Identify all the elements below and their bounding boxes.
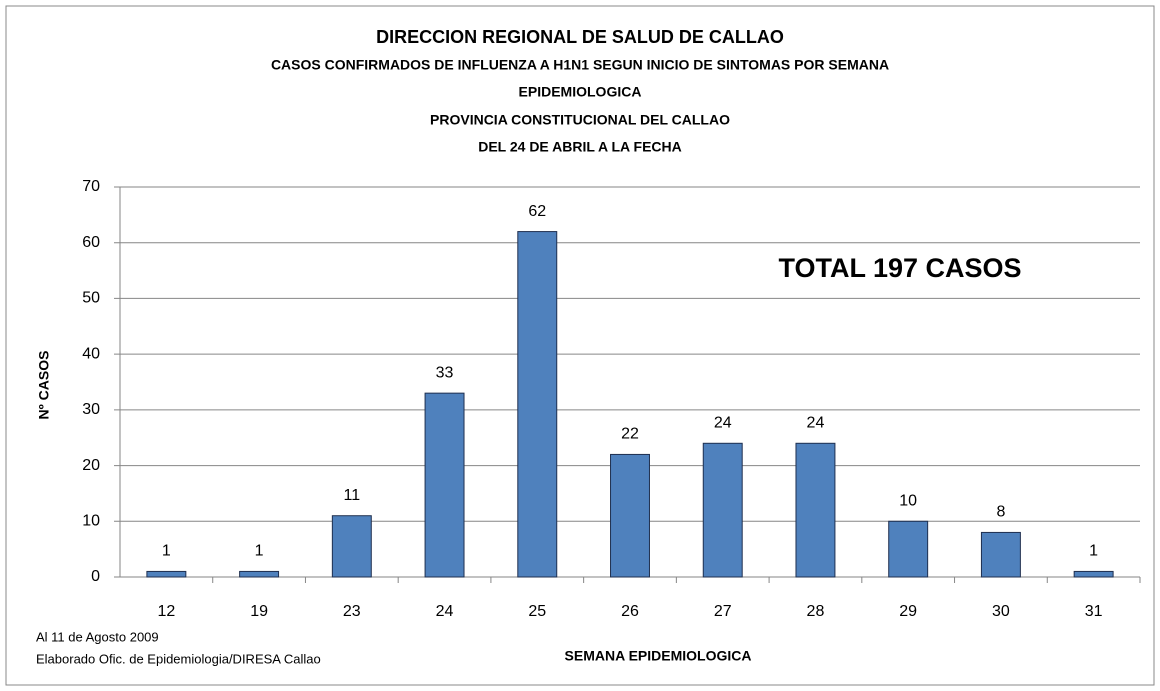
chart-subtitle: CASOS CONFIRMADOS DE INFLUENZA A H1N1 SE… (271, 57, 889, 73)
data-label: 62 (528, 203, 546, 220)
y-tick-label: 20 (82, 457, 100, 474)
bar (331, 515, 372, 578)
data-label: 22 (621, 426, 639, 443)
chart-title: DIRECCION REGIONAL DE SALUD DE CALLAO (376, 27, 784, 47)
note: Elaborado Ofic. de Epidemiologia/DIRESA … (36, 651, 321, 666)
y-tick-label: 10 (82, 513, 100, 530)
x-tick-label: 29 (899, 603, 917, 620)
chart-border (5, 5, 1155, 686)
x-axis-label: SEMANA EPIDEMIOLOGICA (565, 648, 752, 664)
y-tick-label: 30 (82, 401, 100, 418)
y-axis-label: Nº CASOS (36, 351, 52, 420)
data-label: 11 (344, 487, 361, 504)
chart-subtitle: EPIDEMIOLOGICA (519, 84, 642, 100)
x-tick-label: 19 (250, 603, 268, 620)
y-tick-label: 70 (82, 178, 100, 195)
x-tick-label: 25 (528, 603, 546, 620)
data-label: 1 (162, 543, 171, 560)
bar (610, 453, 650, 578)
bar (239, 570, 280, 578)
y-tick-label: 60 (82, 234, 100, 251)
chart-subtitle: PROVINCIA CONSTITUCIONAL DEL CALLAO (430, 112, 730, 128)
bar (1073, 570, 1114, 578)
x-tick-label: 26 (621, 603, 639, 620)
x-tick-label: 12 (157, 603, 175, 620)
y-tick-label: 0 (91, 568, 100, 585)
bar (980, 531, 1021, 578)
bar (517, 231, 558, 578)
x-tick-label: 30 (992, 603, 1010, 620)
x-tick-label: 23 (343, 603, 361, 620)
note: Al 11 de Agosto 2009 (36, 629, 159, 644)
x-tick-label: 31 (1085, 603, 1103, 620)
data-label: 8 (996, 504, 1005, 521)
bar (888, 520, 929, 578)
data-label: 24 (807, 415, 825, 432)
bar (795, 442, 836, 578)
data-label: 1 (1089, 543, 1098, 560)
data-label: 1 (255, 543, 264, 560)
chart-subtitle: DEL 24 DE ABRIL A LA FECHA (478, 139, 682, 155)
bar (702, 442, 743, 578)
bar (146, 570, 187, 578)
x-tick-label: 27 (714, 603, 732, 620)
x-tick-label: 24 (436, 603, 454, 620)
y-tick-label: 40 (82, 345, 100, 362)
bar (424, 392, 465, 578)
y-tick-label: 50 (82, 290, 100, 307)
data-label: 33 (436, 364, 454, 381)
annotation: TOTAL 197 CASOS (778, 253, 1021, 283)
x-tick-label: 28 (807, 603, 825, 620)
data-label: 10 (899, 493, 917, 510)
data-label: 24 (714, 415, 732, 432)
